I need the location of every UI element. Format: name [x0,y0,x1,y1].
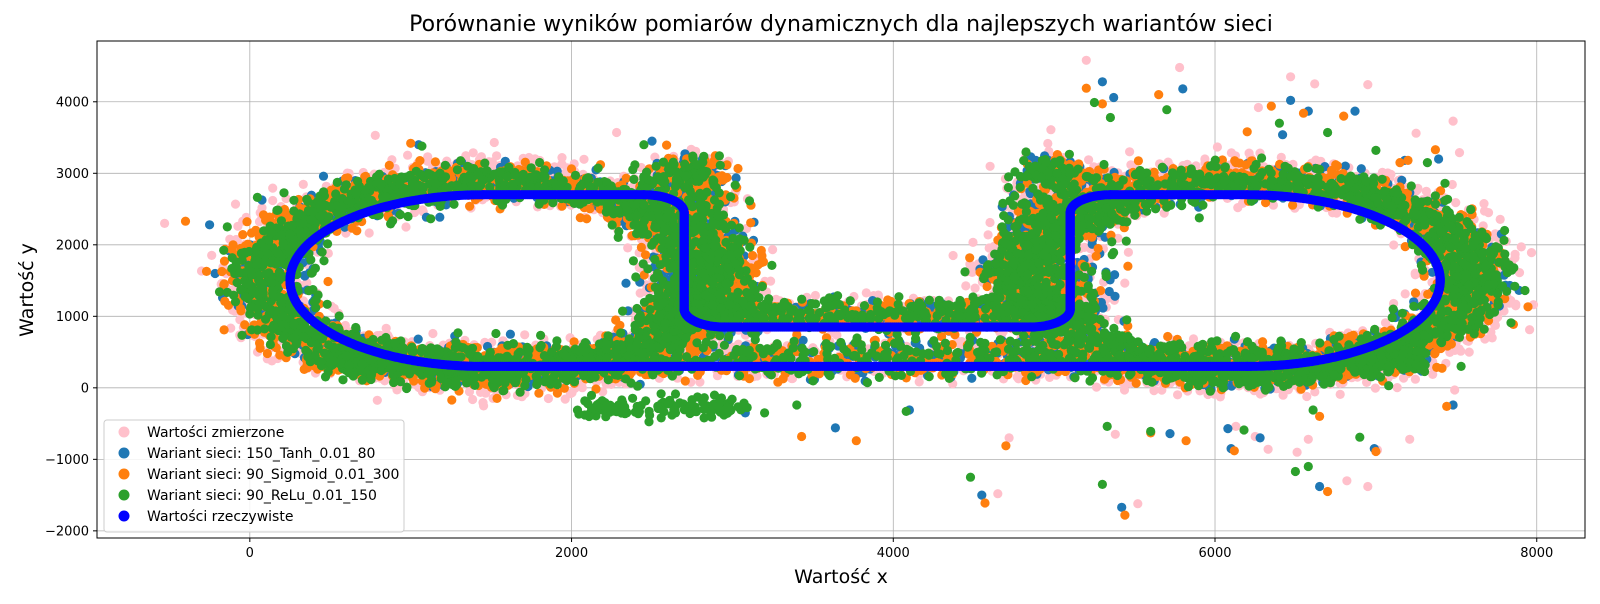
data-point [469,148,478,157]
data-point [1149,386,1158,395]
data-point [1401,289,1410,298]
data-point [1525,325,1534,334]
data-point [1125,147,1134,156]
data-point [299,180,308,189]
data-point [768,245,777,254]
data-point [1120,385,1129,394]
data-point [623,243,632,252]
data-point [1213,142,1222,151]
data-point [1084,155,1093,164]
data-point [1120,279,1129,288]
data-point [1043,139,1052,148]
data-point [268,196,277,205]
data-point [985,218,994,227]
data-point [373,396,382,405]
data-point [1371,384,1380,393]
data-point [1302,392,1311,401]
data-point [986,162,995,171]
data-point [561,395,570,404]
data-point [968,238,977,247]
data-point [1456,347,1465,356]
data-point [1233,203,1242,212]
data-point [1393,383,1402,392]
data-point [207,251,216,260]
data-point [1451,198,1460,207]
data-point [401,222,410,231]
data-point [579,155,588,164]
data-point [1124,248,1133,257]
data-point [382,324,391,333]
data-point [1336,390,1345,399]
data-point [544,394,553,403]
data-point [1389,240,1398,249]
data-point [1527,248,1536,257]
data-point [231,200,240,209]
data-point [478,398,487,407]
data-point [365,228,374,237]
data-point [403,151,412,160]
data-point [492,151,501,160]
data-point [1517,242,1526,251]
data-point [971,284,980,293]
data-point [1496,215,1505,224]
data-point [949,251,958,260]
data-point [1279,391,1288,400]
data-point [636,289,645,298]
data-point [984,230,993,239]
data-point [520,330,529,339]
data-point [423,152,432,161]
data-point [1173,390,1182,399]
data-point [268,184,277,193]
data-point [961,281,970,290]
data-point [811,291,820,300]
